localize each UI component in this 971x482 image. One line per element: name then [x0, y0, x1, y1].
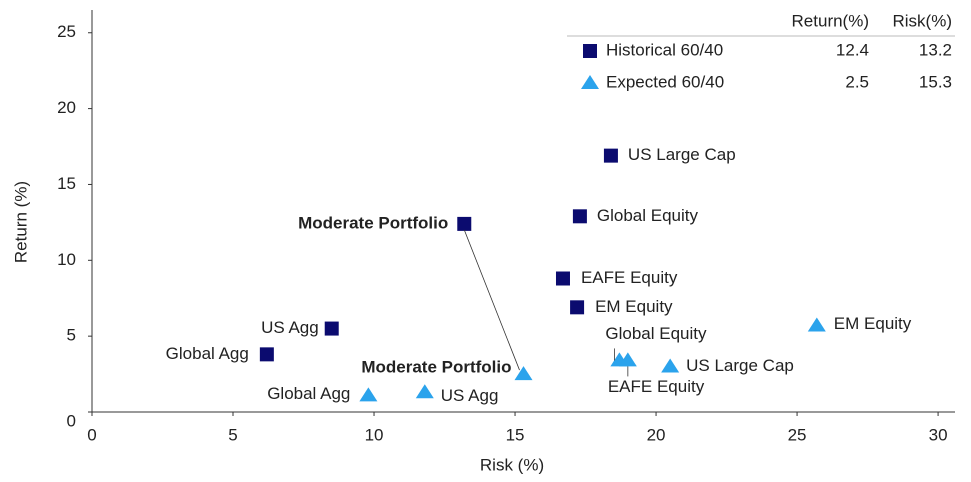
triangle-marker	[661, 358, 680, 373]
point-label: Global Equity	[605, 324, 707, 343]
y-tick-label: 25	[57, 22, 76, 41]
legend-label: Expected 60/40	[606, 72, 724, 91]
point-label: US Large Cap	[628, 145, 736, 164]
y-axis-label: Return (%)	[11, 181, 30, 263]
point-label: EAFE Equity	[581, 268, 678, 287]
x-axis-label: Risk (%)	[480, 455, 544, 474]
triangle-marker	[359, 387, 378, 402]
x-tick-label: 0	[87, 425, 96, 444]
point-label: Moderate Portfolio	[361, 358, 511, 377]
square-marker	[259, 347, 274, 362]
triangle-marker	[514, 366, 533, 381]
legend-value: 2.5	[845, 72, 869, 91]
point-label: Global Agg	[267, 384, 350, 403]
square-marker	[572, 209, 587, 224]
point-label: Global Equity	[597, 206, 699, 225]
square-marker	[603, 148, 618, 163]
y-tick-label: 15	[57, 174, 76, 193]
legend-marker	[581, 75, 599, 89]
y-tick-label: 0	[67, 411, 76, 430]
y-tick-label: 20	[57, 98, 76, 117]
legend-value: 15.3	[919, 72, 952, 91]
x-tick-label: 15	[506, 425, 525, 444]
point-label: US Agg	[261, 318, 319, 337]
triangle-marker	[618, 352, 637, 367]
point-label: Moderate Portfolio	[298, 213, 448, 232]
point-label: US Large Cap	[686, 356, 794, 375]
point-label: EM Equity	[834, 314, 912, 333]
legend-label: Historical 60/40	[606, 40, 723, 59]
square-marker	[570, 300, 585, 315]
legend-value: 13.2	[919, 40, 952, 59]
legend-box	[567, 36, 955, 98]
x-tick-label: 20	[647, 425, 666, 444]
x-tick-label: 30	[929, 425, 948, 444]
point-label: EAFE Equity	[608, 377, 705, 396]
legend-column-header: Risk(%)	[893, 11, 953, 30]
point-label: US Agg	[441, 386, 499, 405]
square-marker	[457, 216, 472, 231]
legend-value: 12.4	[836, 40, 869, 59]
square-marker	[324, 321, 339, 336]
point-label: EM Equity	[595, 297, 673, 316]
legend-marker	[583, 44, 597, 58]
x-tick-label: 5	[228, 425, 237, 444]
point-label: Global Agg	[166, 344, 249, 363]
triangle-marker	[415, 384, 434, 399]
triangle-marker	[807, 317, 826, 332]
x-tick-label: 25	[788, 425, 807, 444]
leader-line	[463, 229, 520, 371]
x-tick-label: 10	[365, 425, 384, 444]
square-marker	[555, 271, 570, 286]
y-tick-label: 10	[57, 250, 76, 269]
legend-column-header: Return(%)	[792, 11, 869, 30]
y-tick-label: 5	[67, 326, 76, 345]
